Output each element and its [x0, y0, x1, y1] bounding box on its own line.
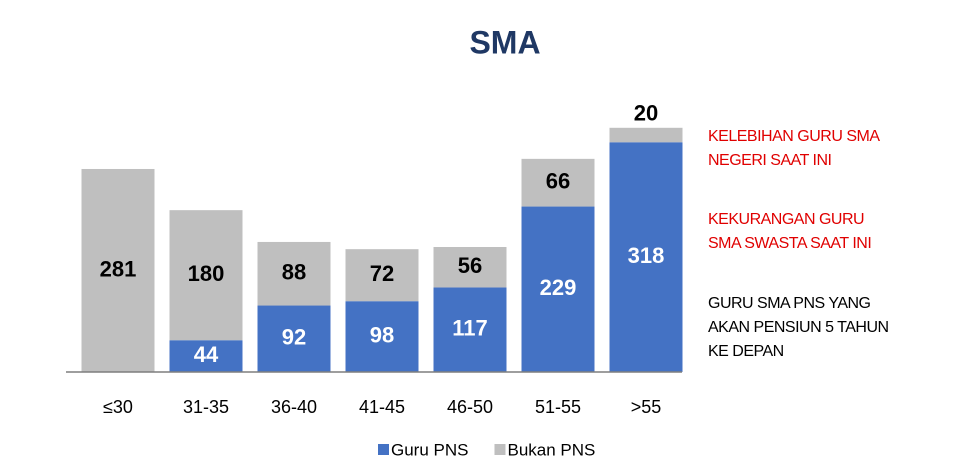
- bar-segment: [521, 158, 595, 207]
- annotation: KEKURANGAN GURU: [708, 211, 864, 228]
- bar-segment: [433, 247, 507, 288]
- legend-swatch: [494, 444, 506, 455]
- value-label: 229: [540, 275, 577, 300]
- value-label: 88: [282, 260, 306, 285]
- value-label: 72: [370, 261, 394, 286]
- bar-segment: [169, 340, 243, 372]
- x-tick-label: 51-55: [535, 397, 581, 417]
- x-tick-label: >55: [631, 397, 662, 417]
- annotation: AKAN PENSIUN 5 TAHUN: [708, 319, 889, 336]
- value-label: 281: [100, 256, 137, 281]
- value-label: 117: [452, 316, 488, 341]
- x-tick-label: 46-50: [447, 397, 493, 417]
- annotation: SMA SWASTA SAAT INI: [708, 235, 871, 252]
- value-label: 20: [634, 101, 658, 126]
- bar-segment: [257, 241, 331, 306]
- value-label: 44: [194, 342, 219, 367]
- chart-title: SMA: [469, 24, 540, 60]
- bar-segment: [433, 287, 507, 372]
- bar-segment: [169, 210, 243, 341]
- value-label: 66: [546, 169, 570, 194]
- annotation: GURU SMA PNS YANG: [708, 295, 871, 312]
- legend-swatch: [378, 444, 389, 455]
- bar-segment: [609, 127, 683, 143]
- bar-segment: [345, 301, 419, 372]
- x-tick-label: 31-35: [183, 397, 229, 417]
- value-label: 180: [188, 261, 225, 286]
- x-tick-label: ≤30: [103, 397, 133, 417]
- annotation: KELEBIHAN GURU SMA: [708, 128, 880, 145]
- x-tick-label: 41-45: [359, 397, 405, 417]
- value-label: 318: [628, 243, 665, 268]
- legend-label: Guru PNS: [391, 440, 468, 459]
- annotation: NEGERI SAAT INI: [708, 152, 832, 169]
- legend-label: Bukan PNS: [507, 440, 595, 459]
- value-label: 98: [370, 322, 394, 347]
- annotation: KE DEPAN: [708, 343, 784, 360]
- bar-segment: [257, 305, 331, 372]
- bar-segment: [345, 249, 419, 302]
- value-label: 56: [458, 253, 482, 278]
- bar-segment: [521, 206, 595, 372]
- value-label: 92: [282, 325, 306, 350]
- x-tick-label: 36-40: [271, 397, 317, 417]
- bar-segment: [81, 168, 155, 372]
- bar-segment: [609, 142, 683, 372]
